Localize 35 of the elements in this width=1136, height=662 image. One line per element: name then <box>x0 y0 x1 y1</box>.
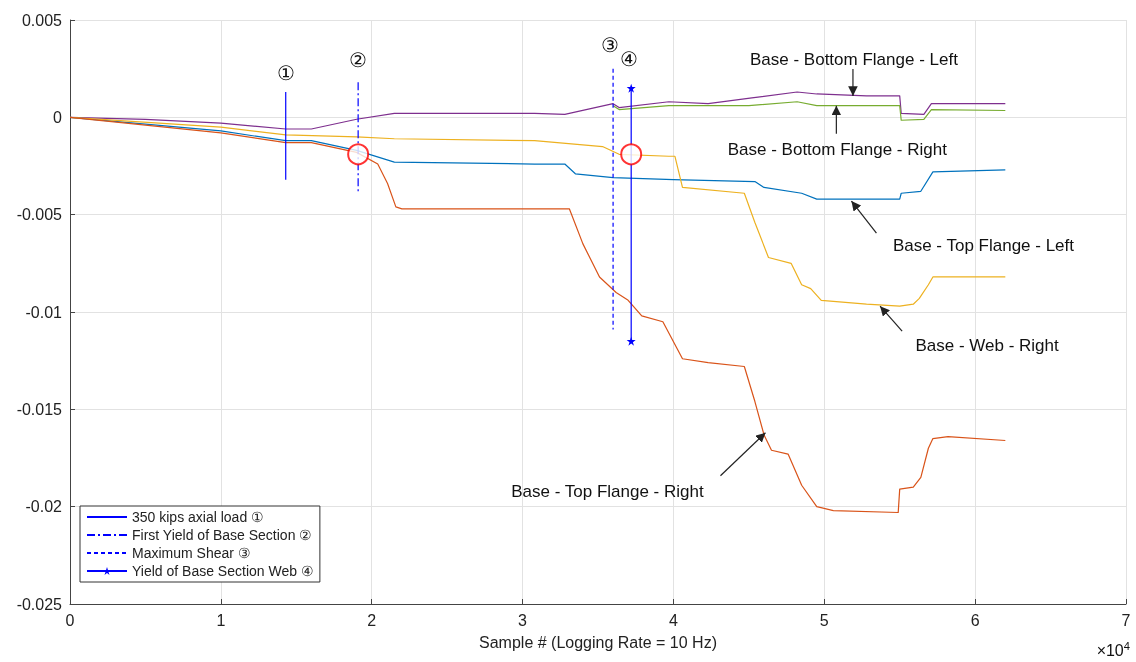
y-tick-label: 0 <box>53 108 63 126</box>
x-tick-label: 1 <box>216 611 226 629</box>
y-tick-label: -0.01 <box>25 303 63 321</box>
legend-label: Maximum Shear ③ <box>132 545 251 561</box>
x-tick-label: 0 <box>65 611 75 629</box>
annotation: Base - Top Flange - Right <box>511 481 704 501</box>
annotation: Base - Top Flange - Left <box>892 235 1075 255</box>
annotation: ③ <box>601 33 620 56</box>
x-tick-label: 3 <box>518 611 528 629</box>
x-tick-label: 5 <box>819 611 829 629</box>
annotation: Base - Bottom Flange - Left <box>750 49 959 69</box>
x-tick-label: 4 <box>668 611 678 629</box>
y-tick-label: -0.025 <box>16 595 63 613</box>
x-tick-label: 7 <box>1121 611 1131 629</box>
legend-label: First Yield of Base Section ② <box>132 527 313 543</box>
annotation: ④ <box>620 48 639 71</box>
point <box>347 143 370 166</box>
text: ×10$^{4}$ <box>1096 640 1130 659</box>
point <box>626 336 636 346</box>
x-tick-label: 6 <box>970 611 980 629</box>
y-tick-label: -0.005 <box>16 206 63 224</box>
legend-label: Yield of Base Section Web ④ <box>132 563 314 579</box>
y-tick-label: 0.005 <box>21 11 63 29</box>
x-axis-title: Sample # (Logging Rate = 10 Hz) <box>479 633 717 651</box>
point <box>620 143 643 166</box>
line-series <box>612 101 1006 121</box>
annotation: Base - Web - Right <box>915 335 1060 355</box>
annotation: ② <box>349 49 368 72</box>
y-tick-label: -0.02 <box>25 498 63 516</box>
annotation: Base - Bottom Flange - Right <box>727 139 948 159</box>
y-tick-label: -0.015 <box>16 400 63 418</box>
legend-label: 350 kips axial load ① <box>132 509 265 525</box>
x-tick-label: 2 <box>367 611 377 629</box>
point <box>626 83 636 93</box>
annotation: ① <box>276 62 295 85</box>
